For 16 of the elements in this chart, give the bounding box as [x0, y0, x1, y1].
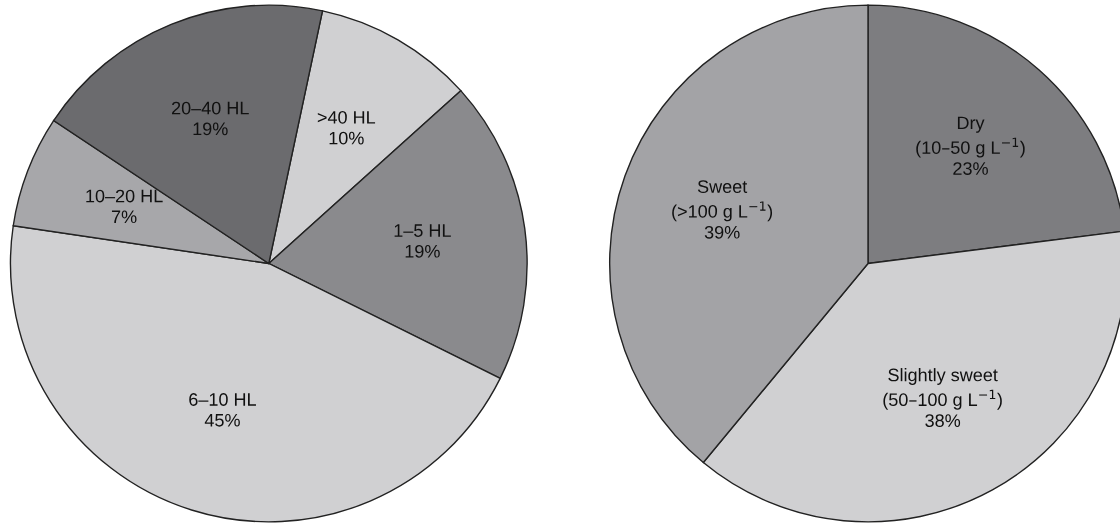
data-label: 19%: [193, 122, 228, 136]
slice-label: 10–20 HL: [86, 189, 163, 203]
slice-label: 6–10 HL: [189, 393, 256, 406]
data-label: 19%: [405, 244, 440, 258]
data-label: 38%: [925, 414, 961, 428]
data-label: 10%: [329, 131, 364, 145]
data-label: 45%: [204, 413, 240, 427]
slice-label: 20–40 HL: [171, 101, 249, 115]
slice-label: Dry (10–50 g L$^{−1}$): [916, 116, 1025, 158]
data-label: 23%: [953, 162, 988, 175]
data-label: 39%: [704, 225, 740, 239]
slice-label: 1–5 HL: [394, 224, 451, 237]
data-label: 7%: [111, 210, 137, 224]
slice-label: Sweet (>100 g L$^{−1}$): [672, 180, 773, 222]
slice-label: Slightly sweet (50–100 g L$^{−1}$): [883, 368, 1002, 410]
slice-label: >40 HL: [317, 110, 376, 124]
